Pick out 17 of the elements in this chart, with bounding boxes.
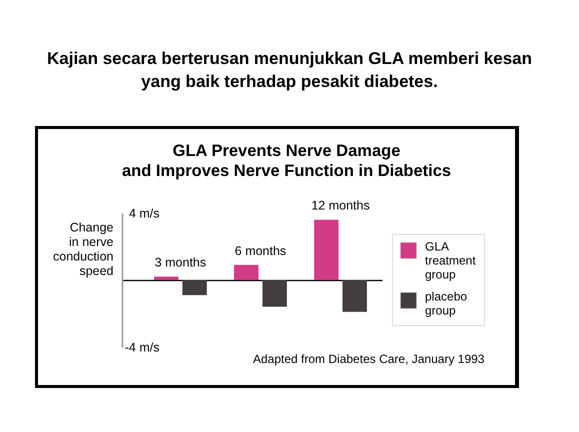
bar bbox=[154, 276, 178, 280]
y-tick-label: -4 m/s bbox=[124, 340, 160, 354]
bar bbox=[342, 280, 367, 312]
bar bbox=[262, 280, 287, 307]
bar bbox=[234, 264, 258, 280]
chart-subtitle: GLA Prevents Nerve Damage and Improves Nerve Function in Diabetics bbox=[122, 142, 452, 180]
legend-label: GLA treatment group bbox=[425, 240, 476, 282]
chart-title: Kajian secara berterusan menunjukkan GLA memberi kesan yang baik terhadap pesakit diabetes. bbox=[46, 48, 533, 93]
y-axis-title: Change in nerve conduction speed bbox=[53, 220, 114, 278]
x-tick-label: 6 months bbox=[234, 244, 286, 258]
x-tick-label: 3 months bbox=[154, 256, 206, 270]
bar bbox=[314, 220, 339, 280]
bar bbox=[182, 280, 207, 296]
x-tick-label: 12 months bbox=[311, 198, 370, 213]
text: Adapted from Diabetes Care, January 1993 bbox=[253, 352, 484, 366]
y-tick-label: 4 m/s bbox=[128, 206, 160, 220]
legend-label: placebo group bbox=[425, 290, 468, 318]
